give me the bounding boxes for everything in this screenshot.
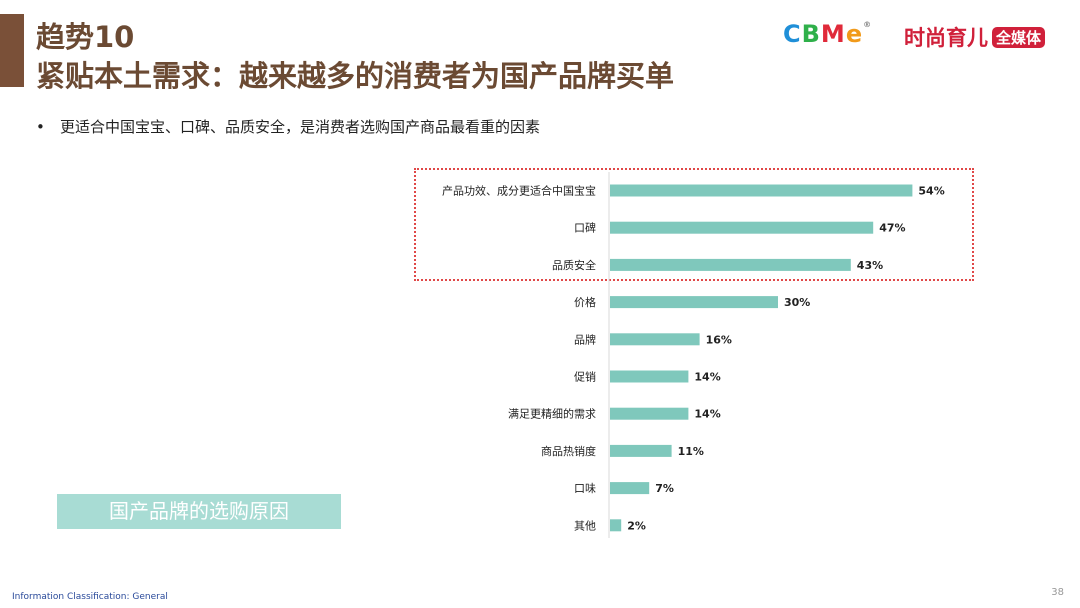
bar bbox=[610, 333, 700, 346]
bullet-text: 更适合中国宝宝、口碑、品质安全，是消费者选购国产商品最看重的因素 bbox=[60, 118, 541, 136]
bullet-point: • 更适合中国宝宝、口碑、品质安全，是消费者选购国产商品最看重的因素 bbox=[36, 116, 540, 137]
value-label: 54% bbox=[918, 185, 944, 198]
page-title: 紧贴本土需求：越来越多的消费者为国产品牌买单 bbox=[36, 59, 675, 93]
bar bbox=[610, 221, 874, 234]
category-label: 价格 bbox=[574, 295, 596, 309]
cbme-letter: M bbox=[820, 20, 846, 48]
category-label: 口味 bbox=[574, 482, 596, 495]
bar bbox=[610, 482, 650, 495]
cbme-letter: e bbox=[845, 20, 864, 48]
value-label: 47% bbox=[879, 222, 905, 235]
bullet-icon: • bbox=[36, 118, 45, 136]
bar bbox=[610, 407, 689, 420]
category-label: 满足更精细的需求 bbox=[508, 407, 596, 421]
page-number: 38 bbox=[1051, 587, 1064, 598]
chart-legend: 国产品牌的选购原因 bbox=[57, 494, 341, 529]
category-label: 产品功效、成分更适合中国宝宝 bbox=[442, 184, 596, 198]
cbme-logo: CBMe® bbox=[783, 20, 872, 48]
fashion-parenting-logo: 时尚育儿 全媒体 bbox=[904, 22, 1046, 52]
cbme-letter: B bbox=[801, 20, 821, 48]
brand-badge: 全媒体 bbox=[992, 27, 1046, 48]
title-accent-bar bbox=[0, 14, 24, 87]
bar bbox=[610, 370, 689, 383]
value-label: 14% bbox=[694, 371, 720, 384]
top-factors-highlight-box bbox=[414, 168, 974, 281]
value-label: 7% bbox=[655, 482, 674, 495]
registered-mark: ® bbox=[863, 20, 873, 29]
value-label: 30% bbox=[784, 296, 810, 309]
value-label: 16% bbox=[706, 333, 732, 346]
value-label: 43% bbox=[857, 259, 883, 272]
value-label: 11% bbox=[678, 445, 704, 458]
cbme-letter: C bbox=[783, 20, 802, 48]
page-title-trend: 趋势10 bbox=[36, 20, 135, 54]
category-label: 商品热销度 bbox=[541, 444, 596, 458]
bar bbox=[610, 444, 672, 457]
value-label: 2% bbox=[627, 519, 646, 532]
category-label: 品牌 bbox=[574, 332, 596, 346]
bar bbox=[610, 296, 778, 309]
bar bbox=[610, 519, 622, 532]
category-label: 促销 bbox=[574, 370, 596, 384]
value-label: 14% bbox=[694, 408, 720, 421]
info-classification: Information Classification: General bbox=[12, 592, 168, 602]
category-label: 品质安全 bbox=[552, 258, 596, 272]
category-label: 其他 bbox=[574, 519, 596, 532]
brand-text: 时尚育儿 bbox=[904, 26, 988, 50]
bar bbox=[610, 184, 913, 197]
bar bbox=[610, 258, 851, 271]
category-label: 口碑 bbox=[574, 222, 596, 235]
